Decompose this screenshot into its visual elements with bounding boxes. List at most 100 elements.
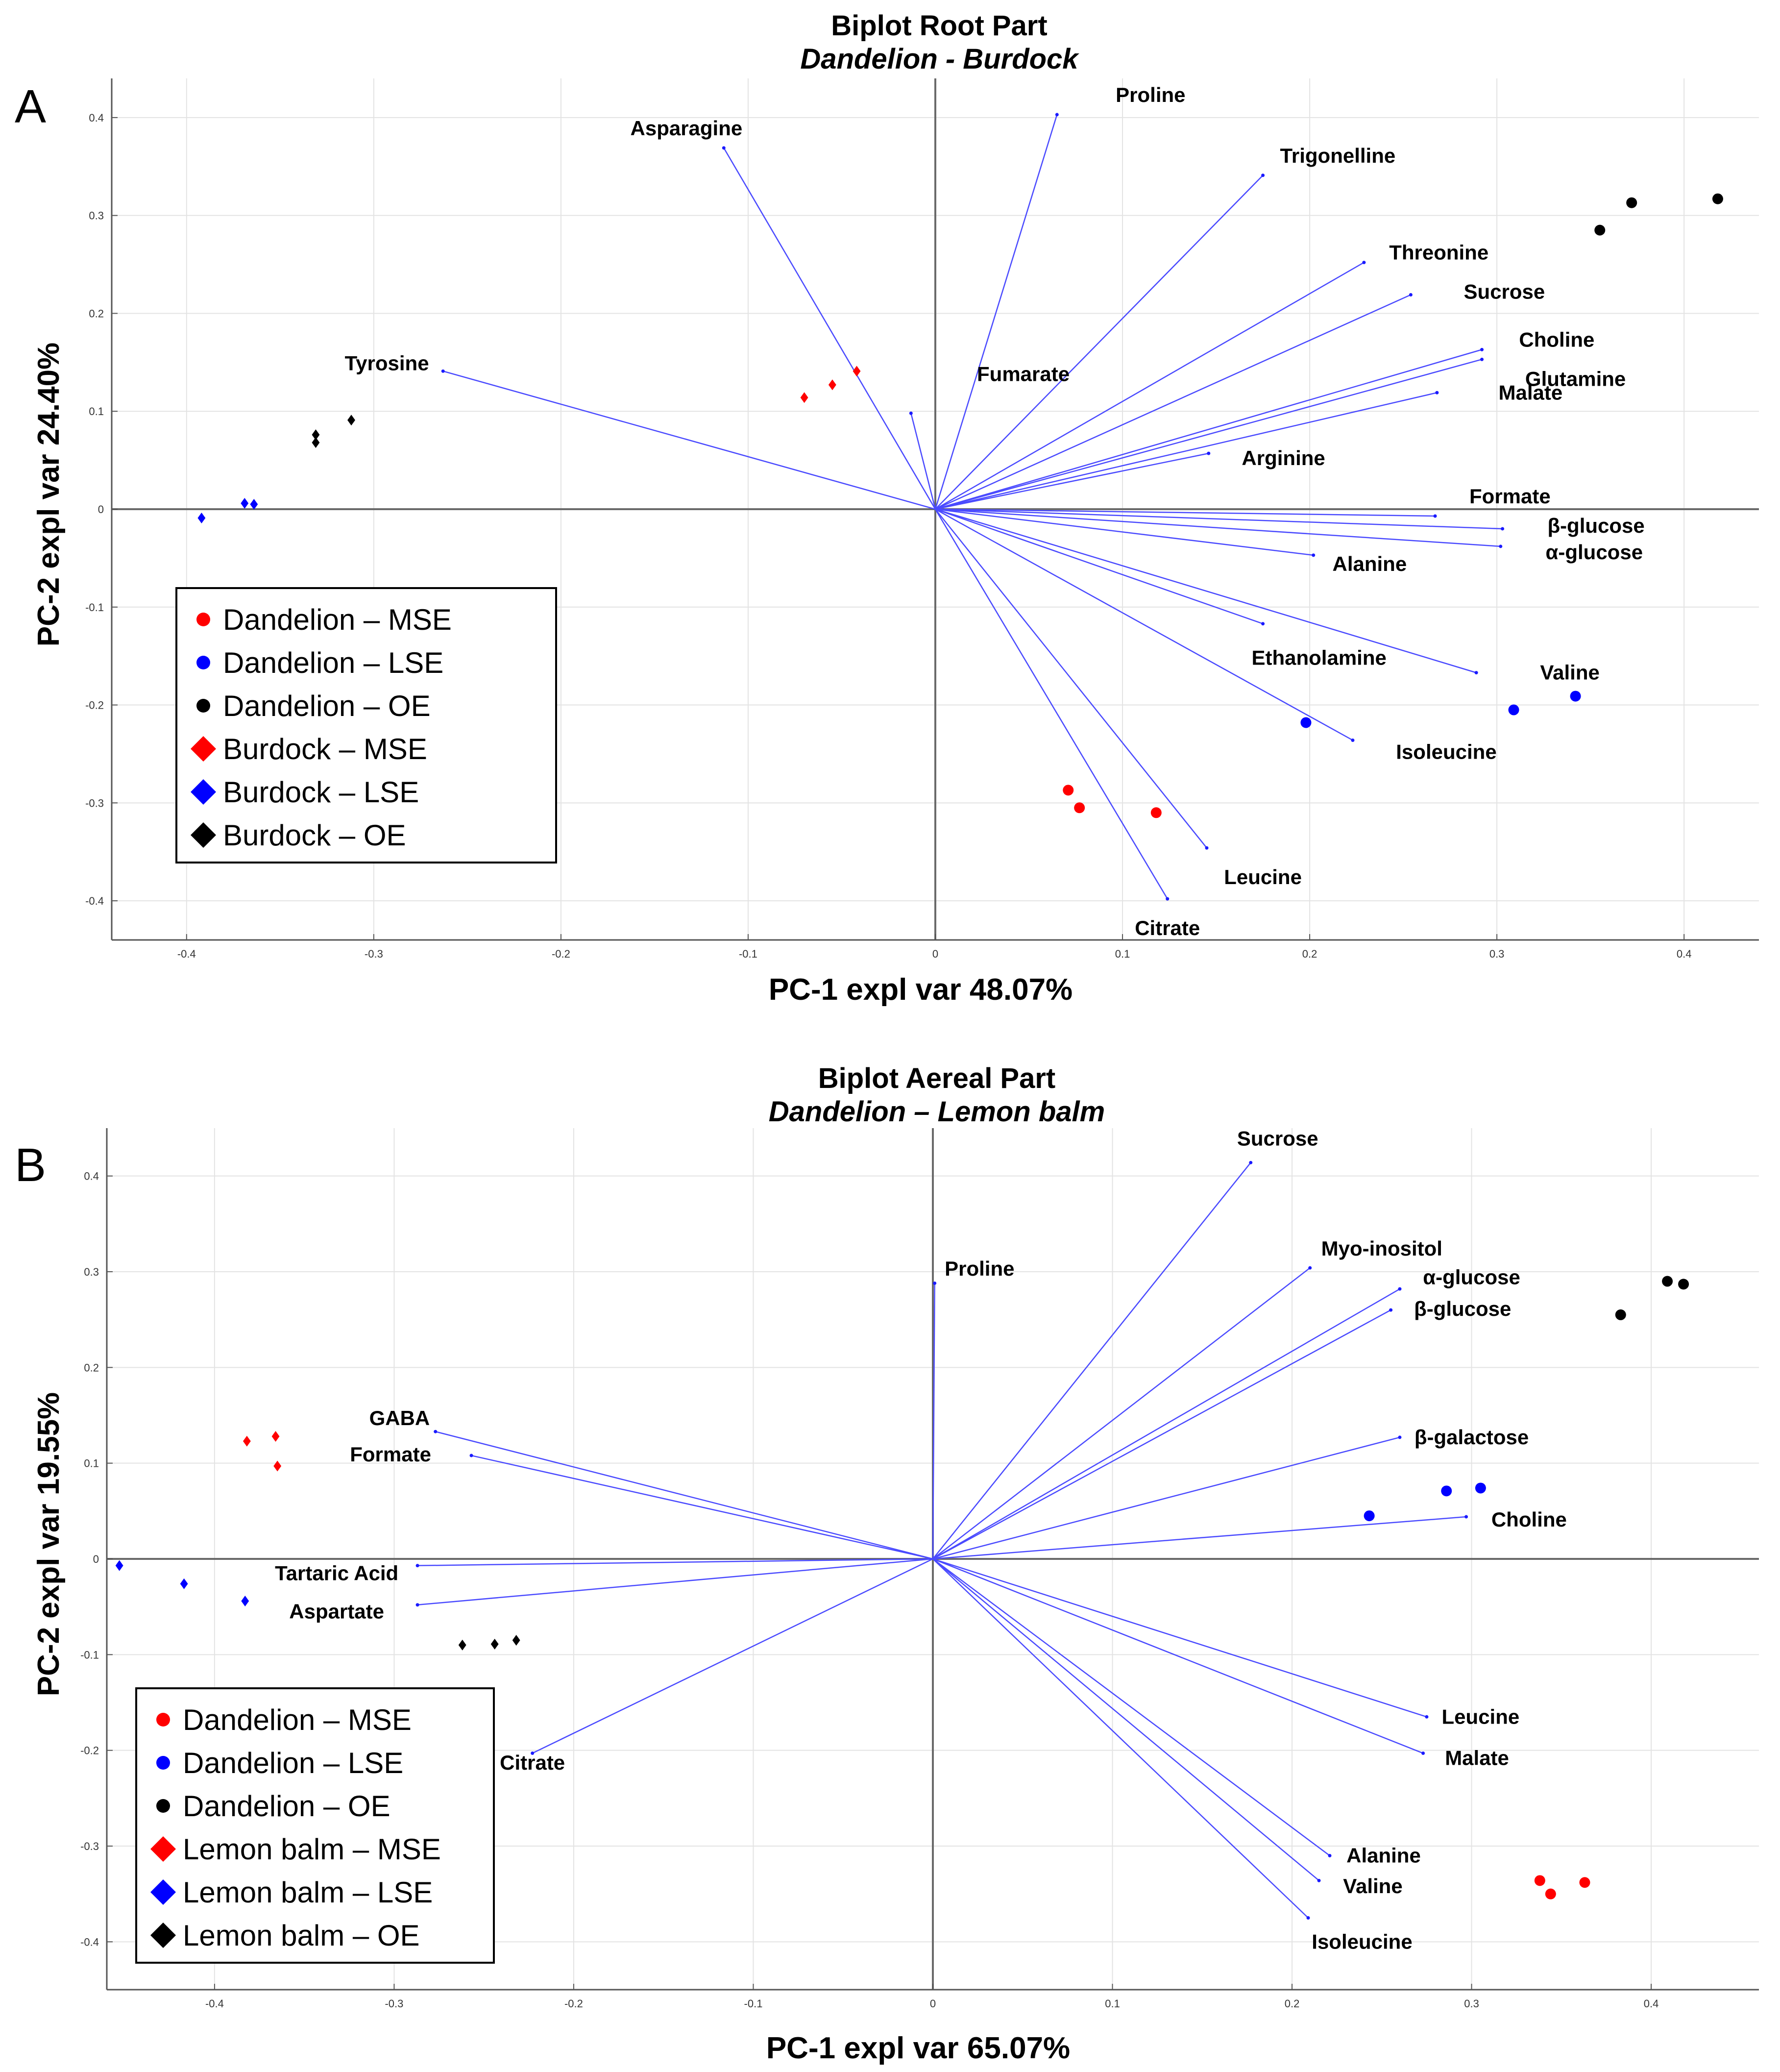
loading-label: Aspartate (289, 1600, 384, 1623)
loading-line (932, 1516, 1466, 1560)
loading-label: Malate (1499, 381, 1563, 404)
score-point-dandelion-mse (1579, 1877, 1590, 1888)
loading-label: β-glucose (1414, 1297, 1511, 1320)
loading-label: Asparagine (631, 117, 743, 140)
legend: Dandelion – MSE Dandelion – LSE Dandelion … (175, 587, 557, 863)
loading-choline: Choline (932, 1508, 1567, 1560)
x-tick-label: 0.3 (1489, 948, 1505, 960)
score-point-dandelion-mse (1074, 802, 1085, 814)
loading-vectors: Sucrose Proline Myo-inositol α-glucose β-glu… (275, 1127, 1567, 1953)
loading-line (935, 508, 1503, 530)
loading-formate: Formate (350, 1443, 933, 1560)
legend-marker (150, 1879, 176, 1905)
legend-label: Dandelion – LSE (183, 1747, 403, 1779)
x-tick-label: 0.1 (1115, 948, 1130, 960)
loading-tip (1389, 1308, 1393, 1312)
y-tick-label: 0.2 (84, 1361, 99, 1374)
x-tick-label: 0 (930, 1998, 936, 2010)
x-tick-label: 0.1 (1105, 1998, 1120, 2010)
loading-line (935, 508, 1353, 741)
loading-leucine: Leucine (932, 1558, 1519, 1728)
loading-tip (1409, 293, 1413, 296)
legend-label: Lemon balm – OE (183, 1919, 420, 1952)
loading-proline: Proline (934, 83, 1186, 510)
legend-marker (150, 1923, 176, 1948)
loading-tip (415, 1564, 419, 1568)
loading-line (935, 294, 1411, 510)
loading-line (417, 1558, 933, 1566)
loading-fumarate: Fumarate (909, 362, 1070, 510)
loading-tip (1433, 514, 1437, 518)
loading-vectors: Proline Asparagine Trigonelline Threonine Su… (345, 83, 1645, 939)
loading-tip (1464, 1515, 1468, 1519)
loading-label: Citrate (500, 1751, 565, 1774)
loading-tip (1362, 261, 1366, 265)
legend-item-burdock-mse: Burdock – MSE (191, 733, 427, 765)
loading-glucose: α-glucose (932, 1266, 1520, 1560)
loading-galactose: β-galactose (932, 1426, 1529, 1560)
x-tick-label: 0.2 (1302, 948, 1317, 960)
score-point-dandelion-lse (1475, 1482, 1486, 1494)
loading-label: Choline (1519, 328, 1594, 351)
y-tick-label: -0.4 (80, 1936, 99, 1948)
legend-marker (191, 779, 216, 805)
loading-tip (1474, 671, 1478, 675)
score-point-lemon-balm-oe (458, 1639, 466, 1651)
score-point-dandelion-oe (1615, 1309, 1626, 1320)
loading-tartaric-acid: Tartaric Acid (275, 1558, 933, 1584)
x-tick-label: -0.4 (205, 1998, 224, 2010)
y-tick-label: 0.3 (89, 210, 104, 222)
loading-tip (909, 411, 913, 415)
legend-item-dandelion-oe: Dandelion – OE (196, 690, 431, 722)
chart-subtitle: Dandelion - Burdock (800, 43, 1079, 75)
loading-tip (1166, 897, 1170, 901)
legend-item-burdock-oe: Burdock – OE (191, 819, 406, 852)
score-point-burdock-oe (347, 415, 355, 426)
y-tick-label: 0 (93, 1553, 99, 1565)
legend-label: Burdock – MSE (223, 733, 427, 765)
loading-line (932, 1283, 935, 1559)
loading-tip (1249, 1160, 1253, 1164)
loading-line (935, 509, 1207, 848)
y-tick-label: -0.1 (85, 601, 104, 614)
loading-label: Fumarate (977, 362, 1070, 385)
loading-tip (1261, 622, 1265, 626)
legend-item-dandelion-mse: Dandelion – MSE (196, 603, 452, 636)
loading-tip (1480, 347, 1484, 351)
loading-label: Proline (1116, 83, 1185, 106)
loading-sucrose: Sucrose (935, 280, 1545, 510)
x-tick-label: -0.4 (177, 948, 196, 960)
legend-label: Burdock – OE (223, 819, 406, 852)
loading-label: Ethanolamine (1251, 646, 1386, 669)
loading-valine: Valine (935, 508, 1600, 684)
legend-box (135, 1687, 495, 1964)
loading-tip (1328, 1854, 1332, 1858)
legend-item-dandelion-lse: Dandelion – LSE (196, 646, 443, 679)
score-point-dandelion-oe (1712, 193, 1723, 204)
loading-line (935, 262, 1365, 510)
loading-alanine: Alanine (935, 508, 1407, 575)
loading-citrate: Citrate (934, 509, 1200, 939)
loading-line (935, 452, 1209, 510)
legend-label: Dandelion – OE (183, 1790, 390, 1823)
score-point-burdock-lse (241, 498, 249, 509)
loading-tip (1312, 553, 1316, 557)
score-point-burdock-mse (853, 366, 861, 377)
loading-alanine: Alanine (932, 1558, 1421, 1867)
loading-trigonelline: Trigonelline (935, 144, 1395, 510)
loading-line (932, 1267, 1311, 1559)
loading-line (417, 1558, 933, 1606)
y-tick-label: 0.2 (89, 307, 104, 320)
x-tick-label: 0.3 (1464, 1998, 1479, 2010)
score-point-lemon-balm-lse (180, 1578, 188, 1589)
loading-line (935, 392, 1438, 510)
loading-line (935, 508, 1263, 624)
x-tick-label: 0.4 (1644, 1998, 1659, 2010)
loading-line (935, 508, 1477, 673)
score-point-dandelion-oe (1594, 224, 1606, 236)
panel-label: A (15, 80, 46, 133)
legend-marker (156, 1756, 170, 1770)
loading-label: β-galactose (1414, 1426, 1529, 1449)
